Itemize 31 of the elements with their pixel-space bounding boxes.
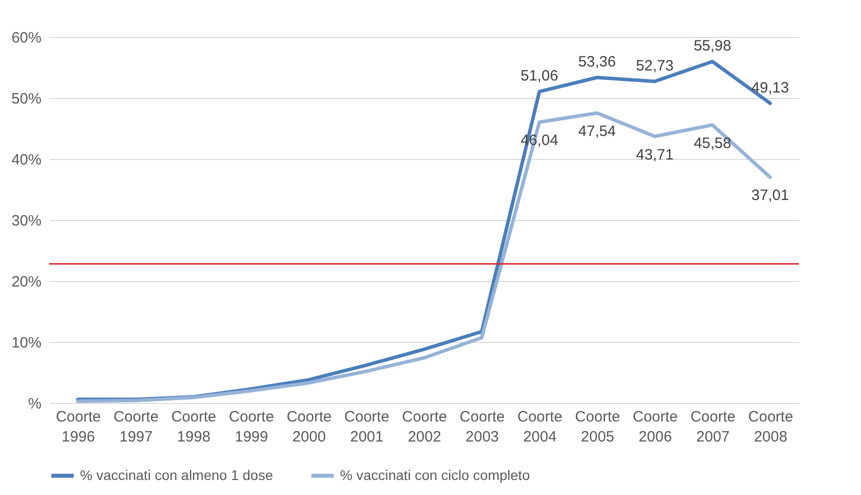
x-tick-label: Coorte 2000 xyxy=(286,408,332,446)
legend-label: % vaccinati con ciclo completo xyxy=(340,466,530,483)
data-label: 53,36 xyxy=(578,54,616,71)
y-tick-label: 30% xyxy=(11,212,42,230)
data-label: 37,01 xyxy=(751,187,789,204)
x-tick-label: Coorte 2001 xyxy=(344,408,390,446)
y-tick-label: 40% xyxy=(11,152,42,168)
x-tick-label: Coorte 2008 xyxy=(748,408,794,446)
x-tick-label: Coorte 2002 xyxy=(402,408,448,446)
y-tick-label: 50% xyxy=(11,90,42,108)
x-tick-label: Coorte 1999 xyxy=(228,408,274,446)
x-tick-label: Coorte 1997 xyxy=(114,408,159,446)
y-tick-label: % xyxy=(28,396,42,412)
data-label: 47,54 xyxy=(578,123,616,140)
y-tick-label: 10% xyxy=(11,334,42,352)
y-tick-label: 20% xyxy=(11,274,42,290)
data-label: 55,98 xyxy=(694,38,732,55)
data-label: 45,58 xyxy=(694,134,732,152)
data-label: 52,73 xyxy=(636,57,674,74)
data-label: 51,06 xyxy=(520,68,558,85)
x-tick-label: Coorte 1996 xyxy=(56,408,101,446)
x-tick-label: Coorte 2005 xyxy=(575,408,620,446)
data-label: 49,13 xyxy=(751,79,789,96)
x-tick-label: Coorte 2006 xyxy=(632,408,678,446)
x-tick-label: Coorte 2007 xyxy=(690,408,736,446)
y-tick-label: 60% xyxy=(11,30,42,46)
data-label: 43,71 xyxy=(636,146,674,164)
x-tick-label: Coorte 2004 xyxy=(517,408,562,446)
legend-label: % vaccinati con almeno 1 dose xyxy=(80,466,274,483)
x-tick-label: Coorte 2003 xyxy=(460,408,505,446)
x-tick-label: Coorte 1998 xyxy=(171,408,216,446)
